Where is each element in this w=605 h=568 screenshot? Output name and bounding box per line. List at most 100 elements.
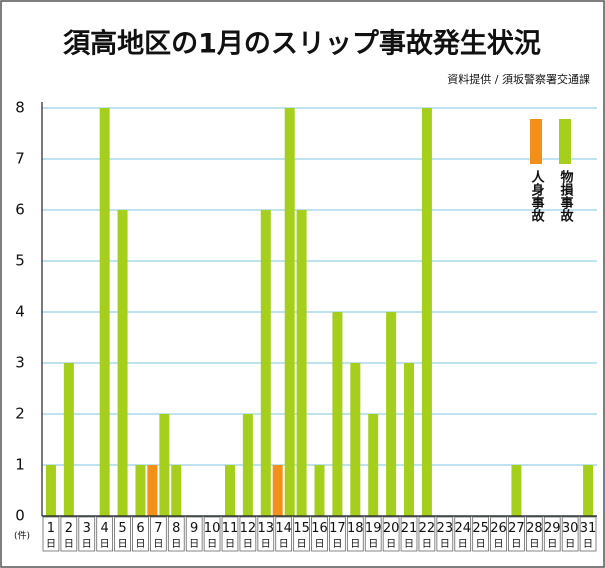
legend-swatch xyxy=(559,119,571,164)
bar xyxy=(296,210,307,516)
legend-label: 人身事故 xyxy=(529,169,545,223)
category-box xyxy=(150,516,167,552)
bar xyxy=(386,312,397,516)
category-box xyxy=(472,516,489,552)
bar xyxy=(224,465,235,516)
x-tick-label: 23 日 xyxy=(437,521,454,551)
category-box xyxy=(454,516,472,552)
legend-swatch xyxy=(530,119,542,164)
category-box xyxy=(329,516,346,552)
category-box xyxy=(543,516,561,552)
x-tick-label: 25 日 xyxy=(472,521,489,551)
y-tick-label: 2 xyxy=(15,405,25,423)
x-tick-label: 29 日 xyxy=(544,521,561,551)
bar xyxy=(260,210,271,516)
bar xyxy=(583,465,594,516)
x-tick-label: 22 日 xyxy=(419,521,436,551)
category-box xyxy=(346,516,364,552)
x-tick-label: 13 日 xyxy=(258,521,275,551)
bar xyxy=(63,363,74,516)
x-tick-label: 26 日 xyxy=(490,521,507,551)
category-box xyxy=(364,516,382,552)
x-tick-label: 19 日 xyxy=(365,521,382,551)
bar xyxy=(404,363,415,516)
category-box xyxy=(293,516,310,552)
category-box xyxy=(257,516,275,552)
x-tick-label: 28 日 xyxy=(526,521,543,551)
category-box xyxy=(508,516,525,552)
x-tick-label: 17 日 xyxy=(329,521,346,551)
bar xyxy=(272,465,283,516)
bar xyxy=(284,108,295,516)
category-box xyxy=(132,516,149,552)
bar xyxy=(135,465,146,516)
bar xyxy=(99,108,110,516)
x-tick-label: 27 日 xyxy=(508,521,525,551)
y-tick-label: 1 xyxy=(15,456,25,474)
category-box xyxy=(185,516,203,552)
x-tick-label: 15 日 xyxy=(293,521,310,551)
y-tick-label: 4 xyxy=(15,303,25,321)
x-tick-label: 30 日 xyxy=(562,521,579,551)
category-box xyxy=(239,516,257,552)
chart-subtitle: 資料提供 / 須坂警察署交通課 xyxy=(447,72,590,86)
y-unit: (件) xyxy=(14,530,30,542)
bar xyxy=(242,414,253,516)
bar xyxy=(511,465,522,516)
x-tick-label: 16 日 xyxy=(311,521,328,551)
x-tick-label: 21 日 xyxy=(401,521,418,551)
category-box xyxy=(561,516,579,552)
x-tick-label: 24 日 xyxy=(454,521,471,551)
category-box xyxy=(78,516,96,552)
category-box xyxy=(221,516,239,552)
bar xyxy=(368,414,379,516)
category-box xyxy=(579,516,597,552)
legend-label: 物損事故 xyxy=(558,169,574,223)
category-box xyxy=(436,516,454,552)
category-box xyxy=(114,516,131,552)
category-box xyxy=(203,516,221,552)
x-tick-label: 14 日 xyxy=(275,521,292,551)
category-box xyxy=(42,516,60,552)
bar xyxy=(147,465,158,516)
category-box xyxy=(275,516,293,552)
category-box xyxy=(418,516,436,552)
x-tick-label: 20 日 xyxy=(383,521,400,551)
x-tick-label: 11 日 xyxy=(222,521,239,551)
category-box xyxy=(490,516,507,552)
y-tick-label: 3 xyxy=(15,354,25,372)
category-box xyxy=(60,516,78,552)
bar xyxy=(332,312,343,516)
chart-title: 須高地区の1月のスリップ事故発生状況 xyxy=(63,28,541,60)
bar xyxy=(421,108,432,516)
y-tick-label: 5 xyxy=(15,252,25,270)
bar xyxy=(159,414,170,516)
bar xyxy=(350,363,361,516)
category-box xyxy=(167,516,185,552)
x-tick-label: 31 日 xyxy=(580,521,597,551)
bar xyxy=(45,465,56,516)
y-tick-label: 7 xyxy=(15,150,25,168)
y-tick-label: 0 xyxy=(15,507,25,525)
y-tick-label: 8 xyxy=(15,99,25,117)
category-box xyxy=(525,516,543,552)
category-box xyxy=(382,516,400,552)
category-box xyxy=(400,516,418,552)
bar xyxy=(117,210,128,516)
category-box xyxy=(311,516,328,552)
y-tick-label: 6 xyxy=(15,201,25,219)
x-tick-label: 18 日 xyxy=(347,521,364,551)
bar xyxy=(314,465,325,516)
x-tick-label: 12 日 xyxy=(240,521,257,551)
bar xyxy=(171,465,182,516)
x-tick-label: 10 日 xyxy=(204,521,221,551)
